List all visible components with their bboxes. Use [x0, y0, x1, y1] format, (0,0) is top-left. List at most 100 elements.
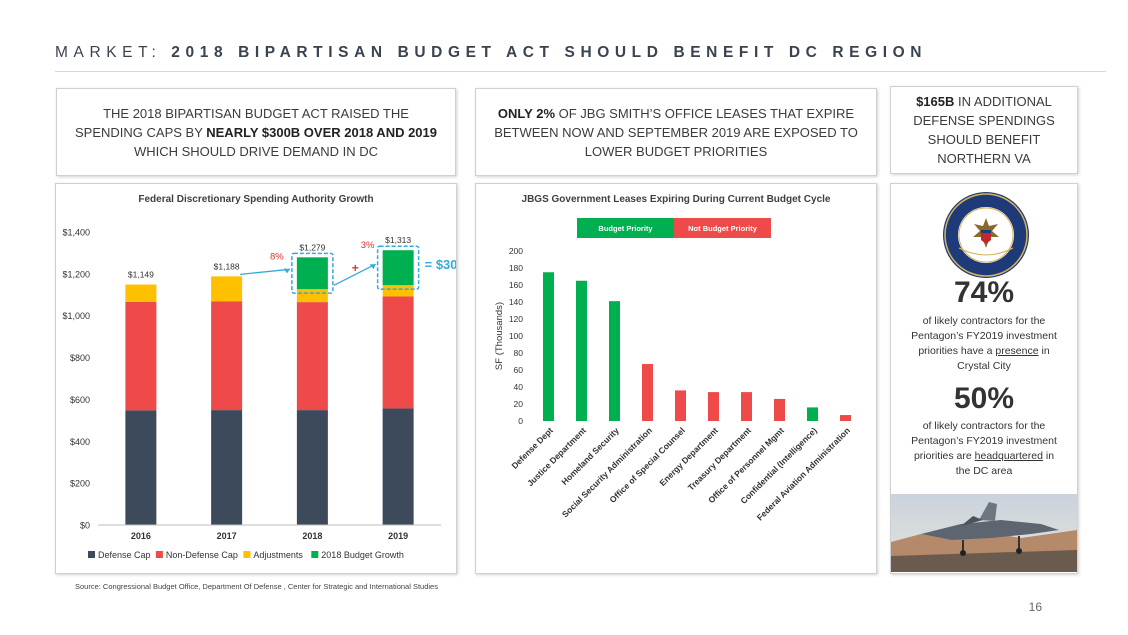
callout-lease-line2: BETWEEN NOW AND SEPTEMBER 2019 ARE EXPOS…: [494, 124, 858, 140]
callout-defense-line4: NORTHERN VA: [937, 151, 1031, 166]
bar-segment: [211, 276, 243, 302]
x-tick-label: 2019: [388, 531, 408, 541]
bar-segment: [125, 410, 157, 525]
y-tick-label: $1,000: [62, 311, 90, 321]
legend-label-priority: Budget Priority: [598, 224, 653, 233]
y-tick-label: 40: [514, 382, 524, 392]
presence-stat-line3: priorities have a: [918, 345, 996, 357]
presence-stat-line3-end: in: [1038, 345, 1050, 357]
y-tick-label: 140: [509, 297, 523, 307]
bar-segment: [382, 250, 414, 286]
x-tick-label: Energy Department: [657, 425, 720, 488]
x-tick-label: 2018: [302, 531, 322, 541]
legend-swatch: [243, 551, 251, 558]
bar-total-label: $1,313: [385, 235, 411, 245]
department-of-defense-seal-icon: [943, 192, 1029, 278]
growth-highlight: [376, 245, 420, 290]
stats-panel: 74% of likely contractors for the Pentag…: [890, 183, 1078, 574]
y-tick-label: 120: [509, 314, 523, 324]
headquarters-stat-value: 50%: [953, 382, 1015, 415]
page-title: MARKET: 2018 BIPARTISAN BUDGET ACT SHOUL…: [55, 44, 927, 62]
title-divider: [55, 71, 1106, 72]
bar: [642, 364, 653, 421]
callout-budget-act-highlight: NEARLY $300B OVER 2018 AND 2019: [206, 124, 437, 140]
x-tick-label: Homeland Security: [559, 425, 621, 487]
bar-segment: [382, 296, 414, 409]
bar-segment: [211, 301, 243, 411]
bar: [741, 392, 752, 421]
bar-total-label: $1,149: [128, 270, 154, 280]
y-tick-label: $200: [70, 479, 90, 489]
legend-swatch-priority: [577, 218, 674, 238]
bar: [609, 301, 620, 421]
bar: [708, 392, 719, 421]
legend-swatch-not-priority: [674, 218, 771, 238]
title-prefix: MARKET:: [55, 44, 162, 61]
presence-stat-line2: Pentagon’s FY2019 investment: [911, 330, 1057, 342]
y-tick-label: 180: [509, 263, 523, 273]
growth-total-label: = $300B: [425, 257, 456, 272]
x-tick-label: 2016: [131, 531, 151, 541]
y-tick-label: $400: [70, 437, 90, 447]
bar-segment: [211, 410, 243, 525]
growth-pct-2019: 3%: [361, 240, 375, 251]
bar: [543, 272, 554, 421]
growth-pct-2018: 8%: [270, 251, 284, 262]
presence-stat-line1: of likely contractors for the: [922, 315, 1046, 327]
callout-budget-act: THE 2018 BIPARTISAN BUDGET ACT RAISED TH…: [56, 88, 456, 176]
bar-segment: [296, 302, 328, 411]
legend-label: Defense Cap: [98, 550, 151, 560]
legend-label: 2018 Budget Growth: [321, 550, 404, 560]
legend-label-not-priority: Not Budget Priority: [688, 224, 758, 233]
presence-stat-value: 74%: [953, 276, 1015, 309]
bar-segment: [125, 284, 157, 302]
bar-total-label: $1,279: [299, 242, 325, 252]
growth-arrowhead: [369, 264, 376, 270]
y-tick-label: 0: [518, 416, 523, 426]
bar: [807, 407, 818, 421]
growth-arrow: [333, 263, 376, 286]
bar-segment: [382, 285, 414, 297]
y-tick-label: $800: [70, 353, 90, 363]
x-tick-label: Treasury Department: [686, 425, 753, 492]
callout-lease-line1: OF JBG SMITH’S OFFICE LEASES THAT EXPIRE: [555, 105, 855, 121]
y-tick-label: $1,200: [62, 269, 90, 279]
callout-defense-line3: SHOULD BENEFIT: [927, 132, 1041, 147]
bar: [675, 390, 686, 421]
callout-budget-act-line2: SPENDING CAPS BY: [75, 124, 207, 140]
callout-budget-act-line3: WHICH SHOULD DRIVE DEMAND IN DC: [133, 143, 379, 159]
legend-swatch: [88, 551, 95, 558]
y-tick-label: $600: [70, 395, 90, 405]
y-tick-label: 100: [509, 331, 523, 341]
legend-swatch: [311, 551, 319, 558]
callout-defense-highlight: $165B: [916, 94, 955, 109]
callout-defense-spending: $165B IN ADDITIONAL DEFENSE SPENDINGS SH…: [890, 86, 1078, 174]
x-tick-label: 2017: [217, 531, 237, 541]
fighter-jet-photo: [891, 494, 1077, 572]
headquarters-stat-line1: of likely contractors for the: [922, 420, 1046, 432]
bar-segment: [296, 257, 328, 290]
headquarters-stat-line3: priorities are: [913, 450, 975, 462]
y-tick-label: 80: [514, 348, 524, 358]
leases-chart-title: JBGS Government Leases Expiring During C…: [521, 194, 831, 205]
presence-stat-line4: Crystal City: [957, 360, 1011, 372]
y-axis-label: SF (Thousands): [494, 302, 505, 370]
spending-chart: $0 $200 $400 $600 $800 $1,000 $1,200 $1,400 $1,1…: [62, 228, 456, 561]
legend-swatch: [155, 551, 163, 558]
y-tick-label: $1,400: [62, 228, 90, 238]
bar-segment: [125, 301, 157, 411]
y-tick-label: 160: [509, 280, 523, 290]
bar: [840, 415, 851, 421]
growth-arrowhead: [283, 268, 290, 274]
growth-arrow: [240, 268, 290, 276]
y-tick-label: 200: [509, 246, 523, 256]
headquarters-stat-line2: Pentagon’s FY2019 investment: [911, 435, 1057, 447]
headquarters-stat-line3-end: in: [1042, 450, 1055, 462]
callout-lease-highlight: ONLY 2%: [497, 105, 556, 121]
presence-stat-emphasis: presence: [995, 345, 1039, 357]
callout-budget-act-line1: THE 2018 BIPARTISAN BUDGET ACT RAISED TH…: [103, 105, 409, 121]
callout-defense-line1: IN ADDITIONAL: [954, 94, 1052, 109]
bar-total-label: $1,188: [214, 261, 240, 271]
callout-lease-line3: LOWER BUDGET PRIORITIES: [584, 143, 768, 159]
bar-segment: [296, 289, 328, 303]
